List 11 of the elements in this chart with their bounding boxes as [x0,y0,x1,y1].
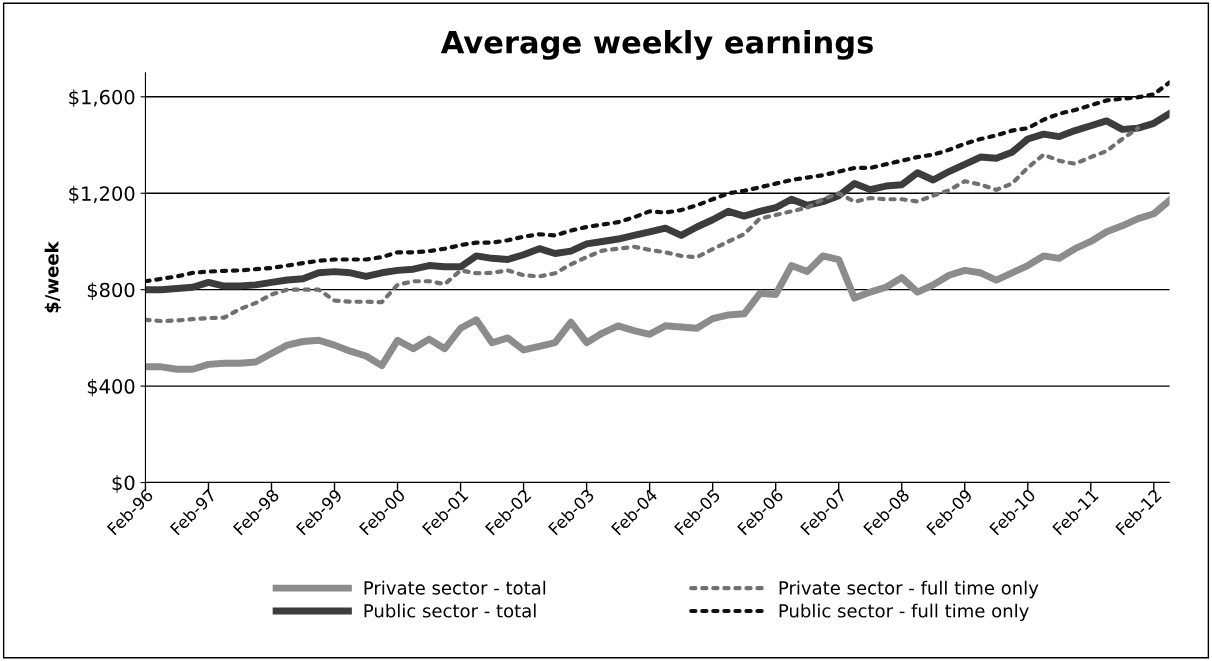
line-series [145,126,1141,324]
legend-label: Public sector - total [364,603,536,618]
legend-label: Private sector - full time only [779,580,1039,599]
chart-title: Average weekly earnings [440,30,873,60]
y-tick-label: $400 [87,378,135,397]
y-tick-label: $1,600 [69,89,135,108]
y-tick-label: $800 [87,282,135,300]
y-axis-title: $/week [44,241,62,313]
legend-label: Public sector - full time only [779,603,1029,622]
legend-label: Private sector - total [364,580,546,595]
y-tick-label: $1,200 [69,185,135,204]
